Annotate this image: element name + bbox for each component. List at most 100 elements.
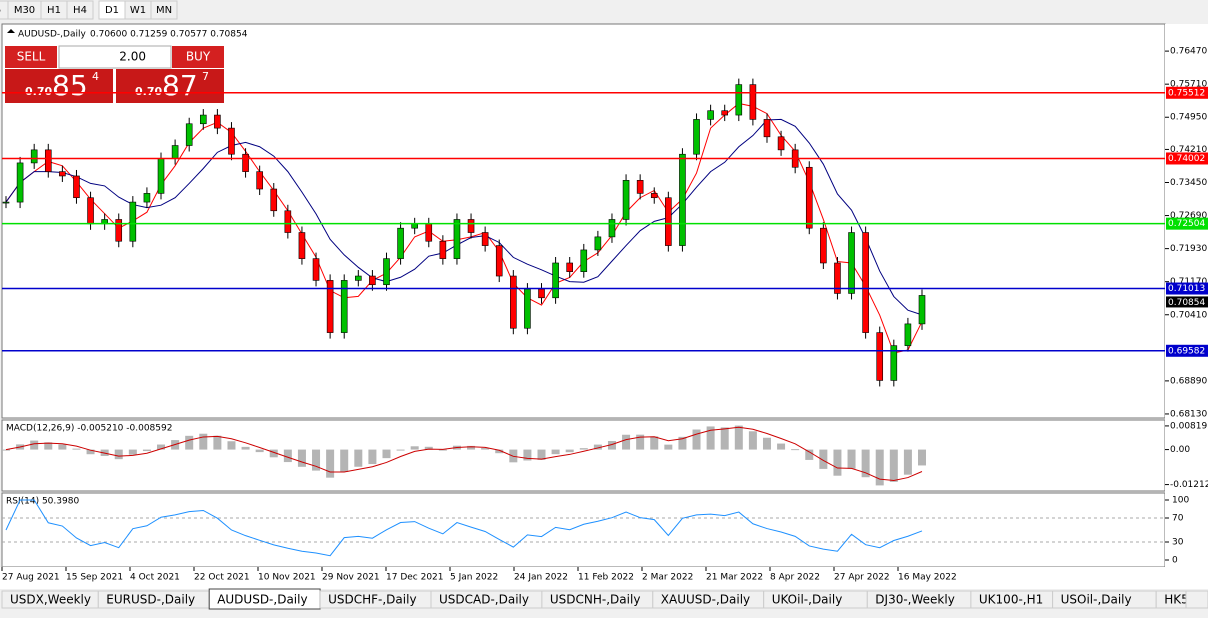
candle-body bbox=[256, 171, 263, 190]
candle bbox=[749, 78, 757, 126]
candle-body bbox=[157, 158, 165, 194]
candle bbox=[199, 109, 207, 130]
macd-bar bbox=[565, 449, 574, 453]
x-tick-label: 2 Mar 2022 bbox=[642, 573, 693, 583]
macd-bar bbox=[30, 440, 39, 450]
sell-button[interactable] bbox=[5, 46, 57, 68]
macd-bar bbox=[523, 449, 532, 461]
sell-price-box[interactable] bbox=[5, 69, 113, 103]
candle bbox=[228, 122, 235, 161]
level-label: 0.74002 bbox=[1168, 154, 1205, 164]
candle bbox=[2, 196, 10, 209]
candle-body bbox=[707, 110, 714, 120]
tab-label: XAUUSD-,Daily bbox=[661, 593, 750, 607]
candle bbox=[693, 113, 700, 161]
candle bbox=[453, 213, 461, 265]
candle-body bbox=[270, 188, 278, 212]
candle-body bbox=[679, 153, 686, 246]
candle-body bbox=[59, 171, 66, 177]
x-tick-label: 22 Oct 2021 bbox=[194, 573, 250, 583]
candle-body bbox=[467, 219, 475, 233]
candle-body bbox=[890, 345, 898, 381]
timeframe-label: 5 bbox=[0, 5, 1, 16]
macd-bar bbox=[114, 449, 123, 460]
timeframe-button[interactable] bbox=[66, 0, 94, 20]
y-tick-label: 0.75710 bbox=[1170, 80, 1207, 90]
macd-bar bbox=[692, 429, 701, 450]
candle-body bbox=[580, 249, 588, 272]
tab-label: USDCNH-,Daily bbox=[550, 593, 641, 607]
level-tag bbox=[1166, 344, 1208, 357]
level-label: 0.72504 bbox=[1168, 219, 1205, 229]
macd-bar bbox=[368, 449, 377, 465]
timeframe-button[interactable] bbox=[0, 0, 9, 20]
candle-body bbox=[777, 136, 785, 151]
candle-body bbox=[326, 280, 334, 333]
macd-bar bbox=[650, 436, 659, 450]
macd-bar bbox=[889, 449, 898, 482]
macd-bar bbox=[833, 449, 842, 476]
tab-label: EURUSD-,Daily bbox=[106, 593, 195, 607]
lots-box[interactable] bbox=[58, 45, 172, 69]
buy-price-box[interactable] bbox=[116, 69, 224, 103]
candle bbox=[44, 143, 52, 178]
macd-bar bbox=[340, 449, 349, 472]
candle-body bbox=[199, 114, 207, 125]
candle bbox=[369, 270, 376, 291]
candle-body bbox=[453, 219, 461, 259]
x-tick-label: 24 Jan 2022 bbox=[514, 573, 568, 583]
candle bbox=[242, 148, 249, 178]
ohlc: 0.70600 0.71259 0.70577 0.70854 bbox=[90, 30, 248, 40]
menu-arrow[interactable] bbox=[7, 29, 15, 33]
candle bbox=[580, 243, 588, 278]
candle-body bbox=[904, 323, 912, 346]
candle-body bbox=[510, 275, 517, 329]
candle-body bbox=[876, 332, 884, 381]
candle bbox=[608, 213, 616, 243]
rsi-line bbox=[5, 499, 923, 557]
candle bbox=[16, 156, 24, 209]
candle bbox=[707, 104, 714, 126]
candle bbox=[383, 252, 390, 291]
timeframe-button[interactable] bbox=[150, 0, 178, 20]
candle bbox=[876, 326, 884, 387]
buy-button[interactable] bbox=[172, 46, 224, 68]
candle-body bbox=[214, 114, 221, 129]
candle bbox=[805, 161, 813, 235]
candle-body bbox=[721, 110, 729, 116]
x-tick-label: 4 Oct 2021 bbox=[130, 573, 180, 583]
macd-bar bbox=[128, 449, 137, 455]
timeframe-label: M30 bbox=[14, 5, 35, 16]
candle-body bbox=[143, 193, 151, 203]
level-label: 0.71013 bbox=[1168, 284, 1205, 294]
candle bbox=[665, 191, 672, 252]
candle bbox=[355, 270, 362, 287]
candle bbox=[735, 78, 743, 122]
candle-body bbox=[622, 180, 630, 220]
candle-body bbox=[805, 166, 813, 229]
candle-body bbox=[763, 119, 771, 138]
candle bbox=[270, 183, 278, 217]
candle-body bbox=[552, 262, 559, 299]
macd-bar bbox=[72, 448, 81, 450]
y-tick-label: 0.74950 bbox=[1170, 113, 1207, 123]
x-tick-label: 16 May 2022 bbox=[898, 573, 957, 583]
tab-scroll[interactable] bbox=[1185, 590, 1208, 609]
y-tick-label: 0.71170 bbox=[1170, 277, 1207, 287]
macd-bar bbox=[255, 449, 264, 453]
candle-body bbox=[312, 258, 320, 281]
macd-bar bbox=[607, 440, 616, 450]
candle-body bbox=[425, 223, 433, 242]
macd-bar bbox=[593, 444, 602, 450]
candle bbox=[157, 152, 165, 200]
candle bbox=[298, 226, 306, 265]
macd-bar bbox=[438, 449, 447, 451]
tab-label: UKOil-,Daily bbox=[772, 593, 843, 607]
candle bbox=[129, 196, 137, 248]
candle bbox=[73, 169, 80, 204]
candle bbox=[848, 226, 855, 300]
tab-label: USDX,Weekly bbox=[10, 593, 91, 607]
macd-bar bbox=[791, 449, 800, 451]
candle-body bbox=[636, 180, 644, 194]
